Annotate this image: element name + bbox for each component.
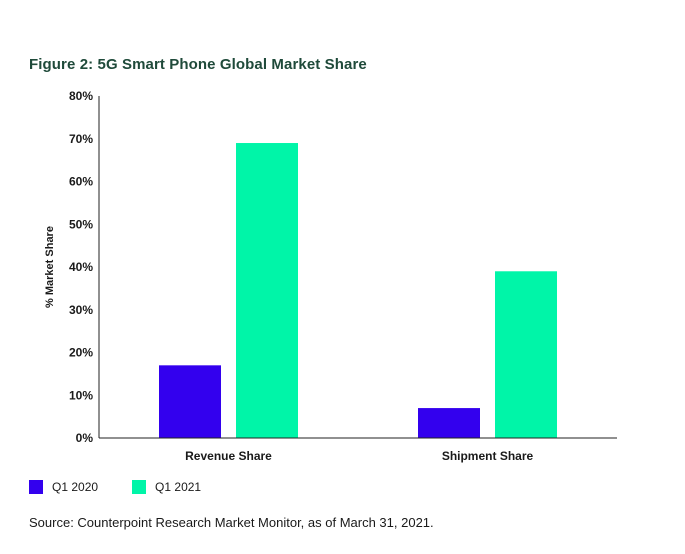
y-tick-label: 40% (69, 260, 93, 274)
x-axis-categories: Revenue Share Shipment Share (185, 449, 533, 463)
legend-label-q1-2020: Q1 2020 (52, 480, 99, 494)
y-tick-label: 60% (69, 175, 93, 189)
legend-swatch-q1-2021 (132, 480, 147, 494)
y-tick-label: 50% (69, 217, 93, 231)
legend: Q1 2020 Q1 2021 (29, 480, 201, 494)
bar-shipment-share-q1-2020 (418, 408, 480, 438)
bar-revenue-share-q1-2020 (159, 365, 221, 438)
y-tick-label: 20% (69, 346, 93, 360)
legend-swatch-q1-2020 (29, 480, 43, 494)
legend-item-q1-2021: Q1 2021 (132, 480, 201, 494)
bar-shipment-share-q1-2021 (495, 271, 557, 438)
y-axis-ticks: 0% 10% 20% 30% 40% 50% 60% 70% 80% (69, 89, 93, 445)
bars (159, 143, 557, 438)
legend-item-q1-2020: Q1 2020 (29, 480, 98, 494)
y-axis-label: % Market Share (44, 226, 56, 308)
y-tick-label: 10% (69, 388, 93, 402)
y-tick-label: 70% (69, 132, 93, 146)
source-note: Source: Counterpoint Research Market Mon… (29, 515, 434, 530)
bar-revenue-share-q1-2021 (236, 143, 298, 438)
legend-label-q1-2021: Q1 2021 (155, 480, 202, 494)
x-category-label: Revenue Share (185, 449, 272, 463)
bar-chart: 0% 10% 20% 30% 40% 50% 60% 70% 80% Revenue Share… (44, 89, 617, 463)
chart-title: Figure 2: 5G Smart Phone Global Market S… (29, 56, 367, 73)
y-tick-label: 0% (76, 431, 94, 445)
x-category-label: Shipment Share (442, 449, 534, 463)
y-tick-label: 30% (69, 303, 93, 317)
y-tick-label: 80% (69, 89, 93, 103)
